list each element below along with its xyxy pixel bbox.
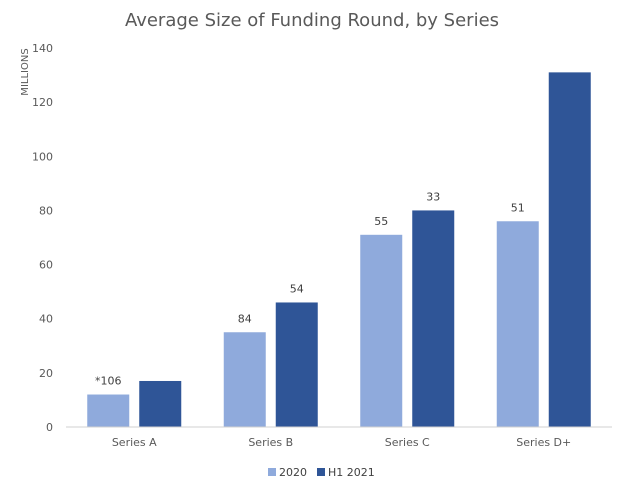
category-labels: Series A Series B Series C Series D+	[112, 436, 571, 449]
y-tick-label: 0	[46, 421, 53, 434]
bar-h1-2021	[139, 380, 182, 427]
legend-swatch	[317, 468, 325, 476]
data-label: 54	[290, 282, 304, 295]
bar-h1-2021	[412, 210, 455, 427]
legend-swatch	[268, 468, 276, 476]
category-label: Series B	[248, 436, 293, 449]
category-label: Series C	[385, 436, 430, 449]
chart-title: Average Size of Funding Round, by Series	[125, 10, 499, 31]
data-label: 33	[426, 190, 440, 203]
bar-h1-2021	[275, 302, 318, 427]
y-tick-label: 100	[32, 150, 53, 163]
bar-h1-2021	[548, 72, 591, 427]
y-tick-label: 140	[32, 42, 53, 55]
legend-label: H1 2021	[328, 466, 375, 479]
data-label: 84	[238, 312, 252, 325]
bars-group	[87, 72, 591, 427]
category-label: Series A	[112, 436, 157, 449]
y-axis-label: MILLIONS	[20, 48, 31, 95]
y-tick-label: 80	[39, 204, 53, 217]
bar-2020	[360, 234, 403, 427]
y-tick-label: 60	[39, 259, 53, 272]
bar-2020	[223, 332, 266, 427]
y-tick-label: 20	[39, 367, 53, 380]
data-labels: *106 84 54 55 33 51	[95, 190, 525, 387]
legend: 2020 H1 2021	[268, 466, 375, 479]
bar-2020	[496, 221, 539, 427]
category-label: Series D+	[516, 436, 571, 449]
y-tick-label: 40	[39, 313, 53, 326]
y-axis-ticks: 0 20 40 60 80 100 120 140	[32, 42, 53, 434]
data-label: 55	[374, 215, 388, 228]
bar-2020	[87, 394, 130, 427]
data-label: 51	[511, 201, 525, 214]
y-tick-label: 120	[32, 96, 53, 109]
data-label: *106	[95, 375, 122, 388]
legend-label: 2020	[279, 466, 307, 479]
